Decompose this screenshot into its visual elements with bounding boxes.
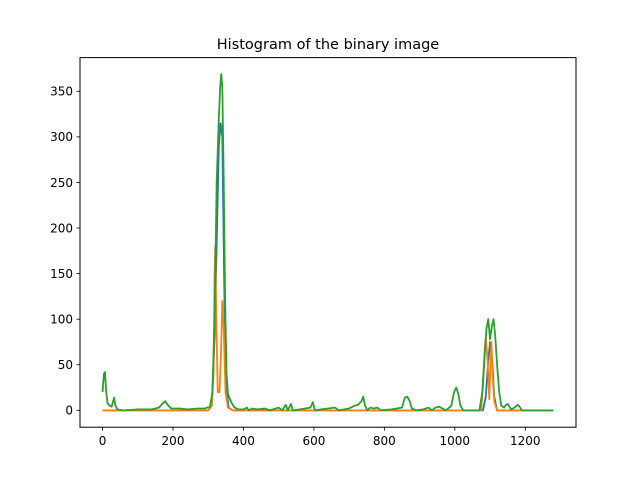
y-axis: 0 50 100 150 200 250 300 350 (50, 85, 80, 418)
x-tick-label: 200 (162, 434, 185, 448)
y-tick-label: 250 (50, 176, 73, 190)
x-tick-label: 600 (302, 434, 325, 448)
plot-frame (79, 57, 577, 428)
series-group (101, 73, 554, 412)
chart-title: Histogram of the binary image (217, 37, 440, 53)
series-line-3 (101, 73, 554, 412)
x-tick-label: 1000 (440, 434, 471, 448)
y-tick-label: 300 (50, 130, 73, 144)
x-tick-label: 400 (232, 434, 255, 448)
y-tick-label: 150 (50, 267, 73, 281)
y-tick-label: 50 (58, 358, 73, 372)
y-tick-label: 0 (65, 404, 73, 418)
x-tick-label: 1200 (510, 434, 541, 448)
y-tick-label: 200 (50, 221, 73, 235)
x-tick-label: 0 (99, 434, 107, 448)
series-line-1 (102, 122, 554, 412)
y-tick-label: 100 (50, 312, 73, 326)
y-tick-label: 350 (50, 85, 73, 99)
x-tick-label: 800 (373, 434, 396, 448)
x-axis: 0 200 400 600 800 1000 1200 (99, 427, 541, 448)
